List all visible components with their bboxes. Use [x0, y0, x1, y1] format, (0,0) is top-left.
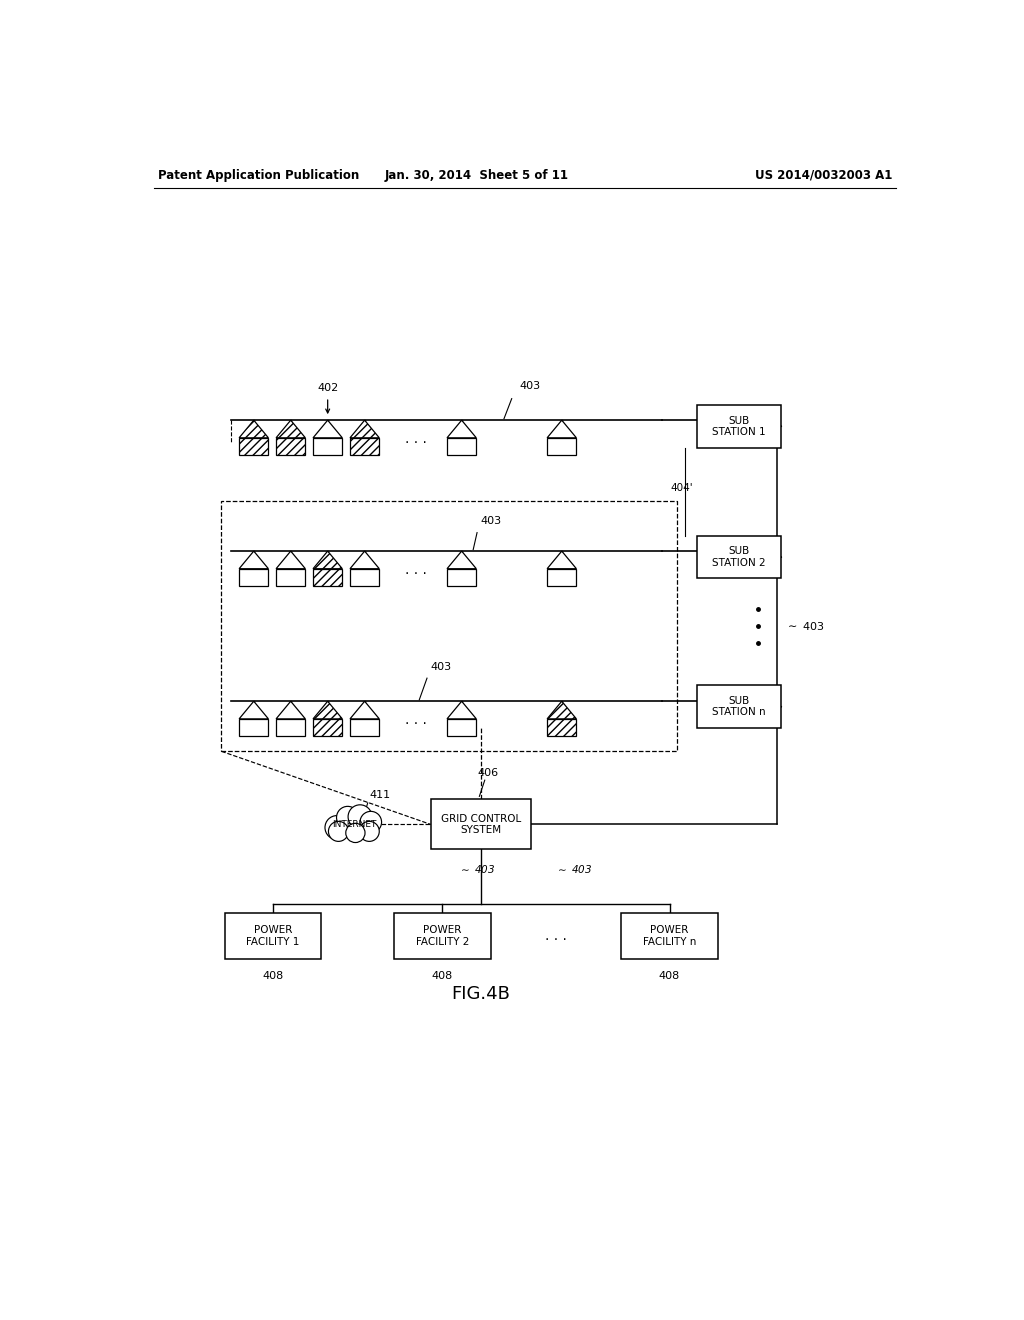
- FancyBboxPatch shape: [696, 405, 781, 447]
- Circle shape: [337, 807, 358, 829]
- Text: SUB
STATION 2: SUB STATION 2: [712, 546, 766, 568]
- Polygon shape: [313, 701, 342, 719]
- Text: 403: 403: [431, 663, 452, 672]
- Polygon shape: [240, 569, 268, 586]
- Polygon shape: [276, 420, 305, 438]
- Polygon shape: [313, 569, 342, 586]
- Polygon shape: [240, 552, 268, 569]
- Polygon shape: [276, 552, 305, 569]
- Polygon shape: [276, 701, 305, 719]
- Polygon shape: [547, 438, 577, 455]
- Polygon shape: [350, 552, 379, 569]
- Polygon shape: [276, 719, 305, 737]
- Text: 403: 403: [481, 516, 502, 527]
- FancyBboxPatch shape: [394, 913, 490, 960]
- Text: $\sim$ 403: $\sim$ 403: [459, 863, 496, 875]
- Text: . . .: . . .: [404, 562, 426, 577]
- Polygon shape: [447, 719, 476, 737]
- FancyBboxPatch shape: [622, 913, 718, 960]
- Polygon shape: [447, 701, 476, 719]
- Text: INTERNET: INTERNET: [332, 820, 376, 829]
- Text: 403: 403: [519, 381, 541, 391]
- Text: $\sim$ 403: $\sim$ 403: [555, 863, 592, 875]
- Polygon shape: [350, 701, 379, 719]
- Polygon shape: [313, 438, 342, 455]
- Text: 406: 406: [477, 768, 499, 777]
- Polygon shape: [350, 420, 379, 438]
- Text: . . .: . . .: [404, 432, 426, 446]
- Circle shape: [325, 816, 349, 840]
- Text: Jan. 30, 2014  Sheet 5 of 11: Jan. 30, 2014 Sheet 5 of 11: [385, 169, 569, 182]
- Text: 408: 408: [658, 970, 680, 981]
- Text: SUB
STATION n: SUB STATION n: [712, 696, 766, 718]
- Circle shape: [360, 812, 382, 833]
- Text: 408: 408: [262, 970, 284, 981]
- Text: 402: 402: [317, 383, 338, 393]
- FancyBboxPatch shape: [431, 800, 531, 850]
- Text: 404': 404': [670, 483, 692, 492]
- Circle shape: [329, 821, 348, 841]
- Bar: [221, 502, 677, 751]
- Text: POWER
FACILITY n: POWER FACILITY n: [643, 925, 696, 946]
- Polygon shape: [447, 438, 476, 455]
- Circle shape: [348, 805, 372, 829]
- Circle shape: [359, 821, 379, 841]
- Text: FIG.4B: FIG.4B: [452, 985, 510, 1003]
- Polygon shape: [350, 719, 379, 737]
- Polygon shape: [240, 719, 268, 737]
- Polygon shape: [447, 420, 476, 438]
- Polygon shape: [313, 552, 342, 569]
- Polygon shape: [547, 569, 577, 586]
- Text: SUB
STATION 1: SUB STATION 1: [712, 416, 766, 437]
- Polygon shape: [350, 438, 379, 455]
- Polygon shape: [313, 719, 342, 737]
- Text: POWER
FACILITY 2: POWER FACILITY 2: [416, 925, 469, 946]
- Text: . . .: . . .: [545, 929, 567, 942]
- Text: . . .: . . .: [404, 713, 426, 727]
- Polygon shape: [350, 569, 379, 586]
- Text: US 2014/0032003 A1: US 2014/0032003 A1: [756, 169, 893, 182]
- Polygon shape: [547, 719, 577, 737]
- Text: POWER
FACILITY 1: POWER FACILITY 1: [247, 925, 300, 946]
- Polygon shape: [447, 569, 476, 586]
- Text: $\sim$ 403: $\sim$ 403: [785, 620, 824, 632]
- Text: GRID CONTROL
SYSTEM: GRID CONTROL SYSTEM: [440, 813, 521, 836]
- FancyBboxPatch shape: [696, 685, 781, 727]
- Polygon shape: [240, 701, 268, 719]
- FancyBboxPatch shape: [225, 913, 322, 960]
- Polygon shape: [547, 420, 577, 438]
- Polygon shape: [447, 552, 476, 569]
- Polygon shape: [240, 438, 268, 455]
- Polygon shape: [313, 420, 342, 438]
- FancyBboxPatch shape: [696, 536, 781, 578]
- Polygon shape: [547, 701, 577, 719]
- Polygon shape: [240, 420, 268, 438]
- Text: 411: 411: [370, 789, 390, 800]
- Polygon shape: [276, 569, 305, 586]
- Text: 408: 408: [432, 970, 453, 981]
- Polygon shape: [276, 438, 305, 455]
- Text: Patent Application Publication: Patent Application Publication: [158, 169, 358, 182]
- Circle shape: [346, 824, 365, 842]
- Polygon shape: [547, 552, 577, 569]
